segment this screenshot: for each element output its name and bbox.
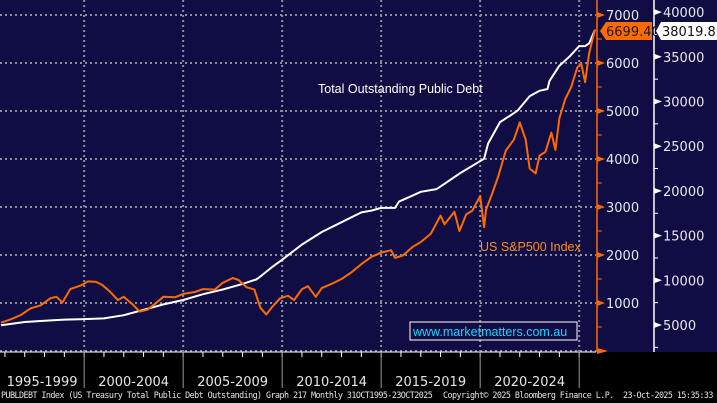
left-axis-tick-label: 4000 [606, 153, 639, 168]
right-axis-tick-label: 25000 [663, 140, 704, 155]
right-axis-tick-label: 5000 [663, 319, 696, 334]
x-tick-label: 2020-2024 [494, 375, 565, 390]
left-axis-tick-label: 5000 [606, 105, 639, 120]
debt-last-value: 38019.81 [662, 25, 717, 40]
left-axis-tick-marker [597, 12, 605, 18]
right-axis-tick-marker [654, 53, 662, 60]
left-axis-tick-marker [597, 204, 605, 210]
x-tick-label: 2015-2019 [395, 375, 466, 390]
right-axis-tick-label: 35000 [663, 51, 704, 66]
annotation-debt-label: Total Outstanding Public Debt [318, 82, 483, 96]
footer: PUBLDEBT Index (US Treasury Total Public… [0, 389, 717, 403]
left-axis-tick-label: 2000 [606, 249, 639, 264]
footer-source: PUBLDEBT Index (US Treasury Total Public… [1, 390, 433, 400]
right-axis-tick-marker [654, 187, 662, 194]
watermark-box [409, 321, 578, 341]
x-tick-label: 2005-2009 [197, 375, 268, 390]
left-axis-tick-marker [597, 156, 605, 162]
left-axis-tick-marker [597, 60, 605, 66]
right-axis-tick-label: 40000 [663, 6, 704, 21]
gridlines [0, 0, 596, 352]
debt-last-value-badge [656, 22, 717, 40]
x-tick-label: 2010-2014 [296, 375, 367, 390]
right-axis-tick-marker [654, 9, 662, 16]
footer-copyright: Copyright© 2025 Bloomberg Finance L.P. [443, 390, 614, 400]
x-tick-label: 1995-1999 [7, 375, 78, 390]
right-axis-tick-marker [654, 322, 662, 328]
left-axis-zero-marker [597, 348, 608, 354]
left-axis-tick-label: 3000 [606, 201, 639, 216]
series-line-total-public-debt [0, 29, 596, 327]
x-tick-label: 2000-2004 [98, 375, 169, 390]
left-axis-tick-marker [597, 252, 605, 258]
right-axis-tick-label: 20000 [663, 185, 704, 200]
left-axis-tick-label: 6000 [606, 57, 639, 72]
right-axis-tick-marker [654, 277, 662, 284]
sp500-last-value-badge [600, 22, 652, 40]
left-axis-tick-marker [597, 108, 605, 114]
sp500-last-value: 6699.40 [606, 25, 660, 40]
left-axis-sp500: 1000 2000 3000 4000 5000 6000 7000 [596, 0, 639, 354]
right-axis-tick-marker [654, 232, 662, 239]
annotation-sp500-label: US S&P500 Index [480, 240, 582, 254]
right-axis-debt: 5000 10000 15000 20000 25000 30000 35000 40000 [653, 0, 704, 352]
right-axis-tick-label: 15000 [663, 230, 704, 245]
watermark-url: www.marketmatters.com.au [412, 325, 567, 339]
right-axis-tick-label: 30000 [663, 96, 704, 111]
left-axis-tick-label: 7000 [606, 9, 639, 24]
right-axis-tick-marker [654, 143, 662, 150]
left-axis-tick-marker [597, 300, 605, 306]
series-line-sp500 [0, 29, 596, 324]
right-axis-tick-label: 10000 [663, 274, 704, 289]
footer-timestamp: 23-Oct-2025 15:35:33 [623, 390, 713, 400]
x-axis: 1995-1999 2000-2004 2005-2009 2010-2014 2015… [0, 351, 596, 390]
left-axis-tick-label: 1000 [606, 297, 639, 312]
right-axis-tick-marker [654, 98, 662, 105]
